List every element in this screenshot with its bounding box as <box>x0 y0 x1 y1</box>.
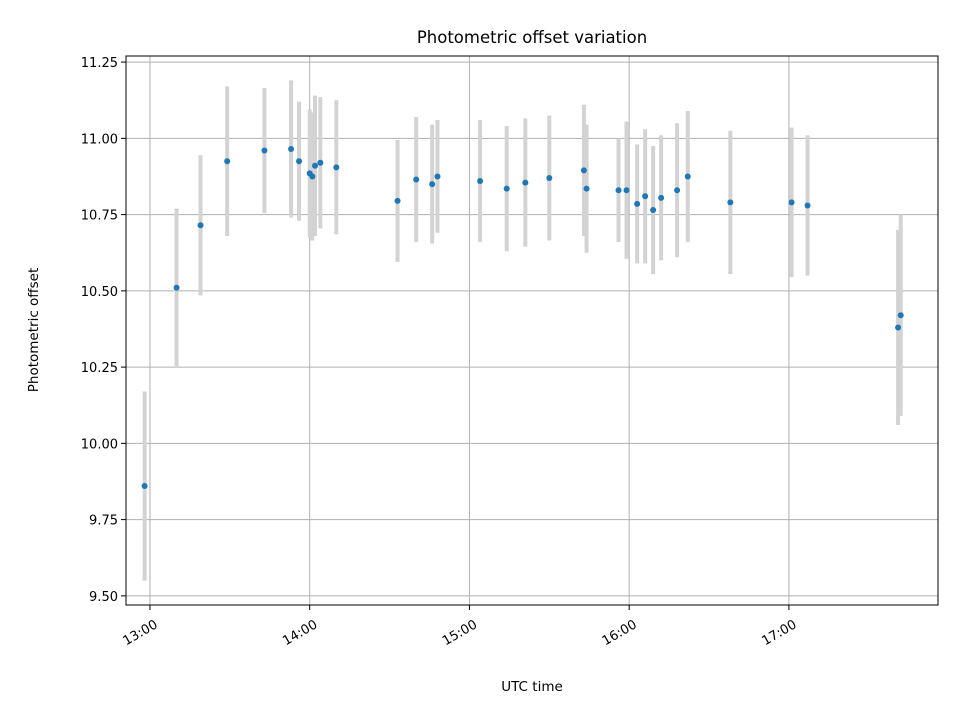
data-point <box>580 167 587 174</box>
data-point <box>583 185 590 192</box>
y-tick-label: 9.50 <box>89 590 118 605</box>
x-axis-label: UTC time <box>501 679 563 695</box>
data-point <box>261 147 268 154</box>
data-point <box>650 207 657 214</box>
data-point <box>503 185 510 192</box>
data-point <box>477 178 484 185</box>
data-point <box>413 176 420 183</box>
data-point <box>522 179 529 186</box>
data-point <box>434 173 441 180</box>
data-point <box>642 193 649 200</box>
data-point <box>197 222 204 229</box>
plot-frame <box>125 55 939 606</box>
data-point <box>788 199 795 206</box>
data-point <box>674 187 681 194</box>
data-points <box>141 146 904 490</box>
data-point <box>288 146 295 153</box>
plot-background <box>126 56 938 605</box>
data-point <box>394 197 401 204</box>
data-point <box>296 158 303 165</box>
data-point <box>897 312 904 319</box>
data-point <box>895 324 902 331</box>
data-point <box>312 162 319 169</box>
y-tick-label: 10.00 <box>81 437 118 452</box>
data-point <box>804 202 811 209</box>
data-point <box>546 175 553 181</box>
data-point <box>429 181 436 188</box>
y-tick-label: 10.75 <box>81 209 118 224</box>
data-point <box>658 194 665 201</box>
data-point <box>623 187 630 194</box>
grid <box>126 56 938 605</box>
data-point <box>634 200 641 207</box>
plot-area <box>125 55 939 606</box>
data-point <box>224 158 231 165</box>
y-tick-label: 9.75 <box>89 514 118 529</box>
data-point <box>309 173 316 180</box>
data-point <box>684 173 691 180</box>
chart-title: Photometric offset variation <box>417 28 647 47</box>
data-point <box>333 164 340 171</box>
data-point <box>727 199 734 206</box>
y-tick-label: 10.50 <box>81 285 118 300</box>
y-tick-label: 11.00 <box>81 132 118 147</box>
data-point <box>317 159 324 166</box>
data-point <box>141 483 148 490</box>
y-tick-label: 11.25 <box>81 56 118 71</box>
y-axis: 9.50 9.75 10.00 10.25 10.50 10.75 11.00 11.25 <box>81 56 126 605</box>
y-tick-label: 10.25 <box>81 361 118 376</box>
data-point <box>615 187 622 194</box>
data-point <box>173 284 180 291</box>
y-axis-label: Photometric offset <box>26 268 42 392</box>
